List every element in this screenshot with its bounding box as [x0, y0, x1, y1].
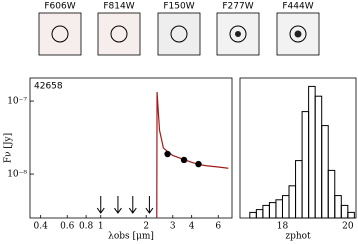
x-tick-label: 2: [143, 222, 149, 232]
x-tick-label: 20: [342, 222, 354, 232]
hist-bar: [334, 195, 342, 219]
x-tick-label: 6: [215, 222, 221, 232]
cutout: [97, 12, 141, 56]
photometry-point: [164, 150, 171, 158]
upper-limit-arrow: [128, 196, 137, 214]
hist-bar: [340, 204, 349, 219]
cutout-label: F277W: [222, 2, 253, 12]
aperture: [229, 25, 247, 43]
cutout: [38, 12, 82, 56]
hist-frame: [239, 77, 357, 219]
aperture: [170, 25, 188, 43]
hist-bar: [327, 169, 336, 219]
annotation: 42658: [34, 82, 63, 92]
hist-bar: [249, 211, 257, 219]
upper-limit-arrow: [96, 196, 105, 214]
source: [294, 30, 302, 38]
cutout-images: [38, 12, 320, 56]
upper-limit-arrow: [145, 196, 154, 214]
x-tick-label: 4: [189, 222, 195, 232]
hist-bar: [275, 199, 283, 219]
hist-bar: [281, 195, 290, 219]
x-tick-label: 0.4: [33, 222, 48, 232]
aperture: [289, 25, 307, 43]
x-tick-label: 1: [98, 222, 104, 232]
upper-limit-arrow: [114, 196, 122, 214]
hist-bar: [268, 202, 277, 219]
cutout-label: F150W: [163, 2, 194, 12]
hist-bar: [288, 185, 297, 219]
aperture: [110, 25, 128, 43]
y-axis-label: Fν [Jy]: [4, 133, 14, 163]
hist-bar: [321, 125, 329, 219]
cutout: [157, 12, 201, 56]
sed-frame: [29, 77, 233, 219]
x-axis-label: zphot: [285, 232, 311, 242]
source: [235, 31, 241, 37]
y-tick-label: 10⁻⁸: [7, 170, 27, 180]
hist-bar: [301, 111, 310, 219]
hist-bar: [308, 85, 316, 219]
x-tick-label: 0.6: [60, 222, 75, 232]
hist-bar: [255, 209, 264, 219]
cutout-label: F814W: [103, 2, 134, 12]
cutout-label: F606W: [44, 2, 75, 12]
hist-bar: [314, 95, 323, 219]
hist-bar: [347, 211, 355, 219]
photometry-point: [180, 156, 188, 164]
cutout-label: F444W: [282, 2, 313, 12]
y-tick-label: 10⁻⁷: [7, 97, 27, 107]
x-tick-label: 0.8: [79, 222, 94, 232]
model-sed: [156, 91, 229, 219]
hist-bar: [295, 160, 303, 219]
photometry-point: [195, 160, 202, 168]
x-tick-label: 18: [277, 222, 289, 232]
hist-bar: [262, 204, 270, 219]
x-axis-label: λobs [μm]: [108, 232, 154, 242]
aperture: [51, 25, 69, 43]
x-tick-label: 3: [170, 222, 176, 232]
